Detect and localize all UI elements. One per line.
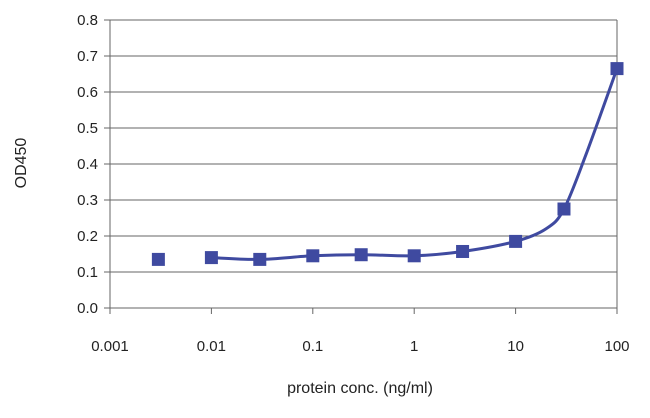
y-tick-label-1: 0.1 — [77, 264, 98, 281]
x-tick-label-1: 0.01 — [197, 338, 226, 355]
data-point-4 — [354, 248, 368, 262]
grid-layer — [110, 19, 617, 273]
data-point-2 — [253, 252, 267, 266]
data-point-3 — [306, 249, 320, 263]
x-tick-label-4: 10 — [507, 338, 524, 355]
data-point-9 — [610, 62, 624, 76]
data-point-0 — [151, 252, 165, 266]
data-point-5 — [407, 249, 421, 263]
x-tick-label-3: 1 — [410, 338, 418, 355]
x-axis-title: protein conc. (ng/ml) — [287, 380, 433, 397]
y-tick-label-3: 0.3 — [77, 192, 98, 209]
y-tick-label-4: 0.4 — [77, 156, 98, 173]
x-tick-label-0: 0.001 — [91, 338, 129, 355]
y-axis-title: OD450 — [13, 138, 30, 189]
y-tick-label-8: 0.8 — [77, 12, 98, 29]
y-tick-label-5: 0.5 — [77, 120, 98, 137]
data-point-8 — [557, 202, 571, 216]
axis-layer — [104, 19, 618, 314]
data-point-7 — [509, 234, 523, 248]
x-tick-label-5: 100 — [604, 338, 629, 355]
x-tick-label-2: 0.1 — [302, 338, 323, 355]
data-point-6 — [456, 244, 470, 258]
y-tick-label-0: 0.0 — [77, 300, 98, 317]
point-layer — [151, 62, 624, 266]
y-tick-label-2: 0.2 — [77, 228, 98, 245]
label-layer: protein conc. (ng/ml) OD450 0.0 0.1 0.2 0.3… — [13, 12, 630, 397]
data-point-1 — [204, 251, 218, 265]
y-tick-label-7: 0.7 — [77, 48, 98, 65]
y-tick-label-6: 0.6 — [77, 84, 98, 101]
